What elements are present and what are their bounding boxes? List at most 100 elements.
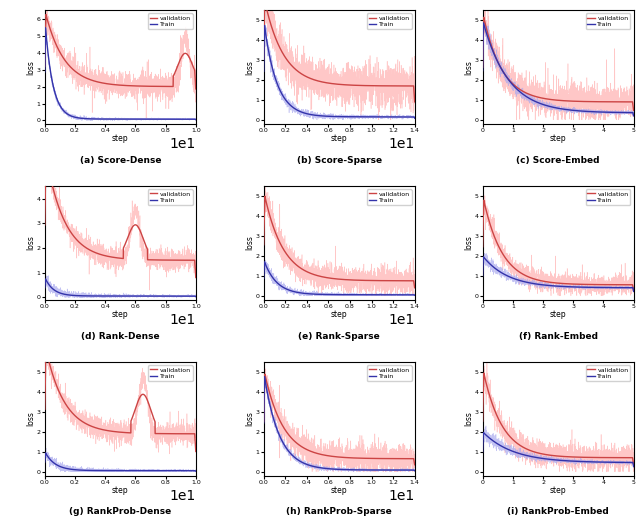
Train [625, 460, 633, 466]
Y-axis label: loss: loss [464, 412, 473, 427]
validation [41, 64, 49, 70]
validation [406, 83, 414, 89]
Train [41, 69, 49, 75]
Train [625, 284, 633, 291]
Train [115, 116, 122, 122]
Train [406, 467, 414, 473]
validation [261, 0, 269, 5]
Train [411, 115, 419, 121]
Y-axis label: loss: loss [464, 59, 473, 74]
Train [330, 466, 337, 472]
validation [625, 454, 633, 461]
validation [260, 241, 268, 248]
validation [625, 454, 633, 461]
Line: Train: Train [483, 433, 634, 467]
validation [630, 461, 637, 467]
Train [598, 109, 605, 115]
Train [406, 114, 414, 120]
Train [49, 285, 56, 292]
Y-axis label: loss: loss [245, 236, 254, 250]
validation [406, 278, 414, 284]
Legend: validation, Train: validation, Train [367, 366, 412, 381]
X-axis label: step: step [331, 310, 348, 320]
Line: validation: validation [264, 196, 415, 288]
Train [268, 62, 275, 68]
Line: validation: validation [264, 374, 415, 465]
validation [598, 282, 605, 288]
validation [330, 81, 337, 87]
X-axis label: step: step [112, 134, 129, 143]
Line: validation: validation [483, 373, 634, 464]
validation [49, 371, 56, 377]
Text: (g) RankProb-Dense: (g) RankProb-Dense [69, 507, 172, 516]
validation [598, 454, 605, 461]
Train [330, 113, 337, 119]
validation [188, 431, 195, 437]
Train [548, 457, 556, 463]
validation [49, 184, 56, 190]
Train [598, 459, 605, 465]
validation [406, 455, 414, 462]
Train [406, 114, 414, 120]
Train [552, 105, 560, 111]
Train [160, 293, 168, 299]
Train [160, 467, 168, 474]
Train [192, 117, 200, 123]
Line: Train: Train [45, 453, 196, 471]
validation [330, 453, 337, 460]
validation [480, 197, 488, 203]
Legend: validation, Train: validation, Train [586, 189, 630, 205]
Line: validation: validation [45, 156, 196, 278]
Train [479, 254, 487, 260]
validation [598, 99, 605, 105]
Text: (h) RankProb-Sparse: (h) RankProb-Sparse [286, 507, 392, 516]
validation [552, 280, 560, 286]
Train [260, 275, 268, 281]
X-axis label: step: step [112, 310, 129, 320]
Text: (i) RankProb-Embed: (i) RankProb-Embed [508, 507, 609, 516]
validation [486, 395, 494, 401]
Train [379, 467, 387, 473]
Line: Train: Train [45, 279, 196, 297]
validation [160, 83, 168, 89]
X-axis label: step: step [550, 134, 566, 143]
Train [188, 293, 195, 299]
Train [630, 464, 637, 470]
validation [552, 453, 560, 459]
validation [548, 279, 556, 285]
X-axis label: step: step [112, 486, 129, 495]
validation [548, 452, 556, 459]
validation [111, 82, 118, 88]
Y-axis label: loss: loss [245, 412, 254, 427]
validation [192, 275, 200, 281]
Line: Train: Train [483, 257, 634, 291]
validation [268, 396, 275, 402]
Line: Train: Train [483, 23, 634, 116]
Train [552, 283, 560, 289]
validation [330, 276, 337, 282]
validation [49, 33, 56, 39]
X-axis label: step: step [331, 486, 348, 495]
validation [479, 418, 486, 424]
validation [260, 56, 268, 63]
validation [486, 39, 494, 45]
validation [379, 278, 387, 284]
Y-axis label: loss: loss [245, 59, 254, 74]
validation [480, 14, 488, 21]
validation [268, 23, 275, 29]
validation [486, 222, 494, 229]
Train [115, 293, 122, 299]
Y-axis label: loss: loss [464, 236, 473, 250]
validation [625, 282, 633, 288]
Train [260, 23, 268, 29]
Train [552, 457, 560, 463]
Train [630, 288, 637, 294]
Train [379, 114, 387, 120]
Train [379, 292, 387, 298]
validation [625, 99, 633, 105]
Train [115, 467, 122, 474]
Train [625, 284, 633, 291]
validation [192, 448, 200, 454]
Text: (a) Score-Dense: (a) Score-Dense [79, 156, 161, 164]
Train [260, 420, 268, 426]
